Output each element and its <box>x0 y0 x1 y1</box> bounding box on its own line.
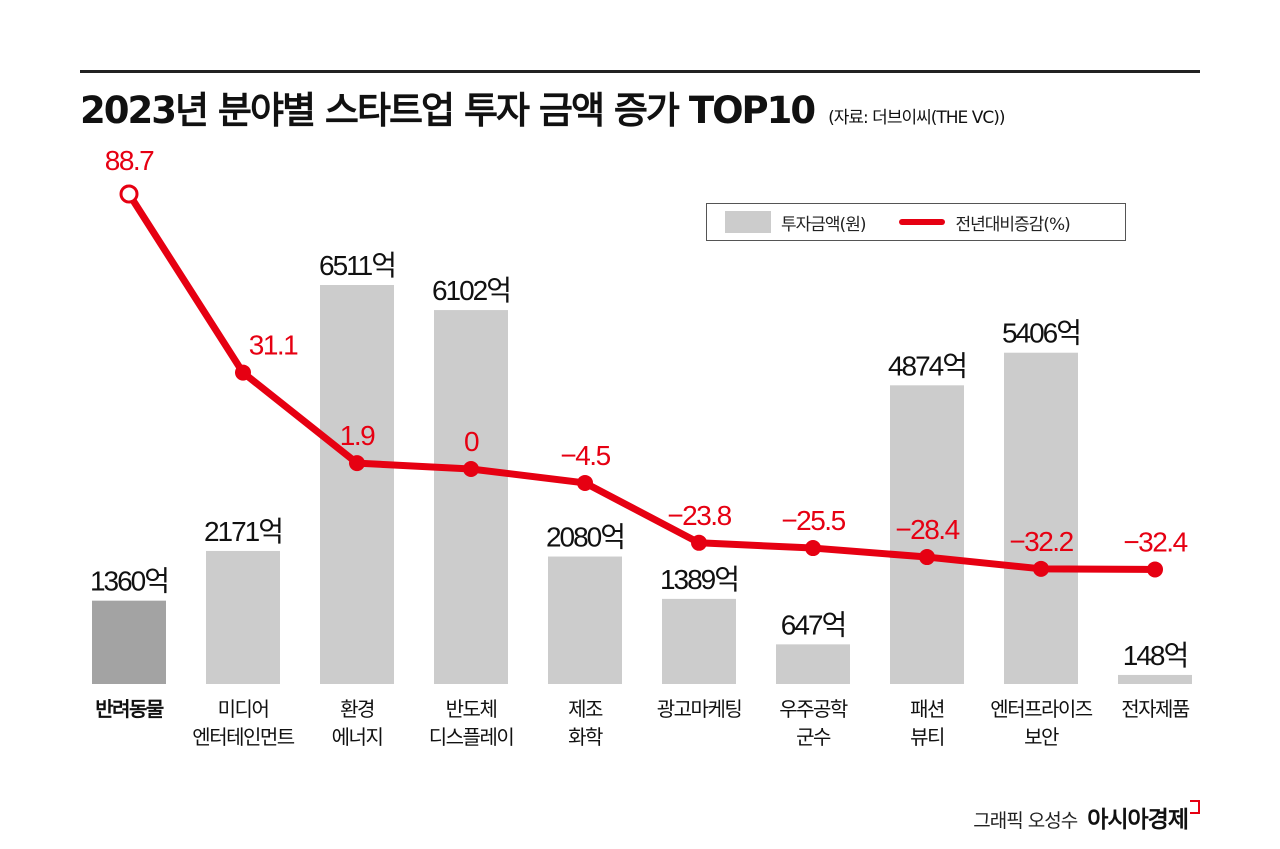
bar <box>206 550 280 684</box>
bar-value-label: 148억 <box>1123 640 1187 671</box>
bar <box>548 556 622 684</box>
line-value-label: 31.1 <box>249 330 298 361</box>
bar-value-label: 5406억 <box>1002 318 1080 349</box>
line-value-label: −28.4 <box>895 514 959 545</box>
bar <box>92 600 166 684</box>
line-point <box>691 534 707 551</box>
source-note: (자료: 더브이씨(THE VC)) <box>828 108 1005 128</box>
category-label: 패션 <box>910 697 944 721</box>
category-label: 우주공학 <box>779 697 848 721</box>
category-label: 엔터테인먼트 <box>192 725 294 749</box>
title-text: 2023년 분야별 스타트업 투자 금액 증가 TOP10 <box>80 89 816 132</box>
legend-line-label: 전년대비증감(%) <box>955 214 1070 235</box>
bar-value-label: 1389억 <box>660 564 738 595</box>
line-value-label: 1.9 <box>340 420 375 451</box>
line-value-label: −25.5 <box>781 505 845 536</box>
bar <box>776 644 850 684</box>
bar-value-label: 4874억 <box>888 350 966 381</box>
bar <box>662 598 736 684</box>
category-label: 광고마케팅 <box>657 697 742 721</box>
line-series <box>126 192 1156 573</box>
line-point <box>805 540 821 557</box>
credit: 그래픽 오성수 아시아경제 <box>973 800 1200 834</box>
category-label: 엔터프라이즈 <box>990 697 1092 721</box>
brand-logo: 아시아경제 <box>1087 807 1189 833</box>
line-value-label: 88.7 <box>105 145 154 176</box>
line-value-label: −32.2 <box>1009 526 1073 557</box>
line-value-label: −32.4 <box>1123 526 1187 557</box>
bar <box>434 310 508 684</box>
bar-value-label: 6102억 <box>432 275 510 306</box>
line-point <box>1147 561 1163 578</box>
legend-bar-swatch <box>725 211 771 233</box>
category-label: 보안 <box>1024 725 1059 749</box>
bar <box>320 285 394 684</box>
category-label: 뷰티 <box>910 725 944 749</box>
category-label: 전자제품 <box>1121 697 1190 721</box>
category-label: 디스플레이 <box>429 725 514 749</box>
brand-mark-icon <box>1190 800 1200 814</box>
top-rule <box>80 70 1200 73</box>
category-label: 미디어 <box>218 697 269 721</box>
legend-bar-label: 투자금액(원) <box>781 214 866 235</box>
bar <box>1118 674 1192 684</box>
line-point <box>919 549 935 566</box>
line-value-label: −23.8 <box>667 500 731 531</box>
line-value-label: −4.5 <box>560 440 610 471</box>
credit-text: 그래픽 오성수 <box>973 810 1078 832</box>
line-point <box>1033 560 1049 577</box>
line-point <box>463 461 479 477</box>
bar-value-label: 2171억 <box>204 516 282 547</box>
line-point <box>119 184 139 204</box>
category-label: 에너지 <box>332 725 383 749</box>
bar-value-label: 1360억 <box>90 566 168 597</box>
bar <box>1004 352 1078 684</box>
category-label: 환경 <box>340 697 374 721</box>
chart-title: 2023년 분야별 스타트업 투자 금액 증가 TOP10 (자료: 더브이씨(T… <box>80 80 1005 134</box>
category-label: 반려동물 <box>95 697 164 721</box>
category-label: 제조 <box>568 697 603 721</box>
line-point <box>235 364 251 381</box>
bar-value-label: 2080억 <box>546 522 624 553</box>
line-value-label: 0 <box>464 426 479 457</box>
line-point <box>349 455 365 472</box>
category-label: 군수 <box>796 725 831 749</box>
category-label: 화학 <box>568 725 603 749</box>
line-point <box>577 474 593 491</box>
bar-value-label: 6511억 <box>319 250 395 281</box>
category-label: 반도체 <box>446 697 497 721</box>
legend-line-swatch <box>899 219 946 225</box>
legend: 투자금액(원) 전년대비증감(%) <box>706 203 1126 241</box>
bar-value-label: 647억 <box>781 609 845 640</box>
bar <box>890 385 964 684</box>
